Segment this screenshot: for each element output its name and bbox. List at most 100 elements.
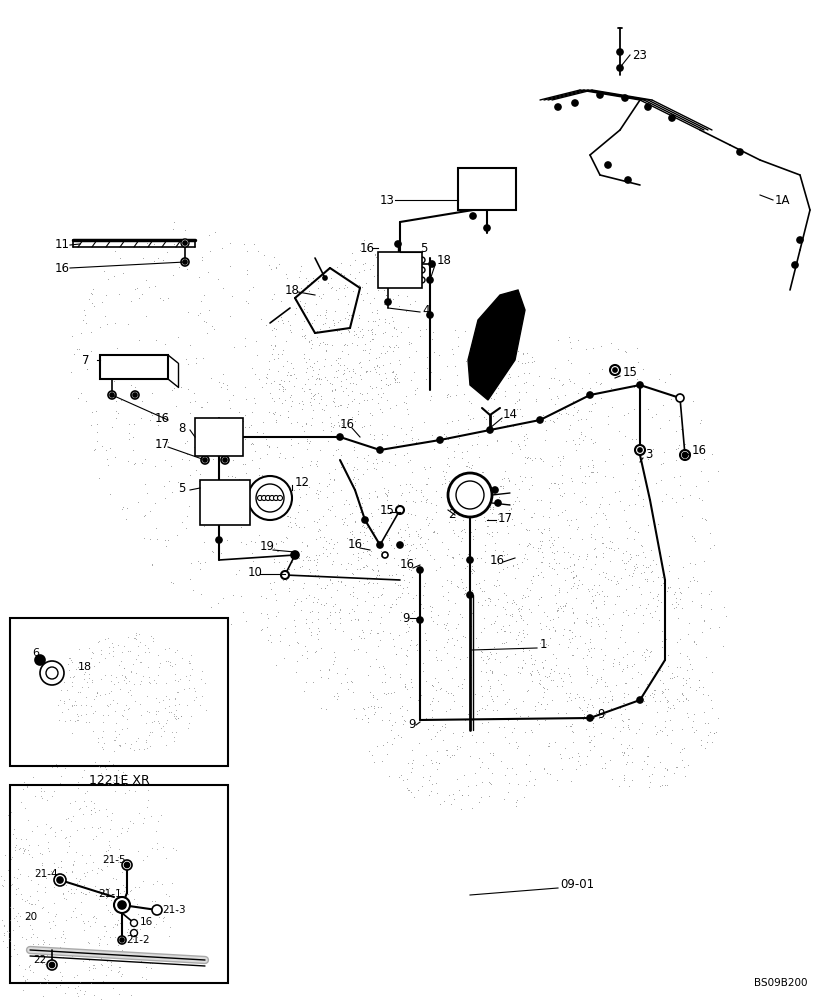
Point (65, 697, 78, 713)
Point (311, 490, 324, 506)
Point (621, 607, 634, 623)
Point (66, 864, 79, 880)
Point (645, 685, 658, 701)
Point (519, 683, 532, 699)
Point (568, 590, 581, 606)
Point (549, 650, 562, 666)
Point (393, 258, 406, 274)
Point (356, 517, 369, 533)
Point (414, 328, 427, 344)
Point (151, 835, 164, 851)
Circle shape (637, 448, 641, 452)
Point (68, 900, 81, 916)
Point (352, 277, 365, 293)
Point (124, 736, 138, 752)
Point (166, 840, 179, 856)
Point (490, 432, 503, 448)
Point (326, 447, 339, 463)
Point (683, 656, 696, 672)
Point (59, 811, 72, 827)
Circle shape (427, 312, 432, 318)
Point (418, 461, 431, 477)
Point (393, 577, 406, 593)
Point (111, 964, 124, 980)
Point (116, 708, 129, 724)
Point (376, 357, 389, 373)
Point (333, 322, 346, 338)
Circle shape (467, 557, 473, 563)
Point (387, 339, 400, 355)
Point (324, 375, 337, 391)
Point (476, 475, 489, 491)
Point (512, 624, 525, 640)
Point (252, 527, 265, 543)
Point (509, 613, 522, 629)
Point (494, 753, 507, 769)
Point (658, 486, 672, 502)
Point (534, 564, 547, 580)
Point (38, 993, 52, 1000)
Point (334, 325, 347, 341)
Point (93, 819, 106, 835)
Point (329, 282, 342, 298)
Point (215, 280, 229, 296)
Point (337, 362, 351, 378)
Point (382, 484, 395, 500)
Point (353, 242, 366, 258)
Point (495, 548, 508, 564)
Point (149, 690, 162, 706)
Point (520, 616, 533, 632)
Point (113, 250, 126, 266)
Point (137, 530, 150, 546)
Point (140, 688, 153, 704)
Point (379, 555, 392, 571)
Point (584, 529, 597, 545)
Point (281, 508, 294, 524)
Point (532, 675, 545, 691)
Point (592, 710, 605, 726)
Point (656, 455, 669, 471)
Point (491, 672, 504, 688)
Point (239, 613, 252, 629)
Point (410, 380, 423, 396)
Point (242, 419, 255, 435)
Point (360, 519, 373, 535)
Point (695, 624, 708, 640)
Point (296, 429, 310, 445)
Point (431, 607, 444, 623)
Point (394, 420, 407, 436)
Point (649, 556, 662, 572)
Point (42, 914, 55, 930)
Point (59, 864, 72, 880)
Point (631, 354, 644, 370)
Point (75, 697, 88, 713)
Point (334, 675, 347, 691)
Point (74, 982, 87, 998)
Point (617, 767, 630, 783)
Point (284, 398, 297, 414)
Point (275, 378, 288, 394)
Point (439, 683, 452, 699)
Point (514, 610, 527, 626)
Point (312, 623, 325, 639)
Point (155, 876, 168, 892)
Point (35, 846, 48, 862)
Point (618, 634, 631, 650)
Point (652, 661, 665, 677)
Point (423, 598, 436, 614)
Point (104, 667, 117, 683)
Point (478, 664, 491, 680)
Circle shape (675, 394, 683, 402)
Circle shape (586, 715, 592, 721)
Point (361, 667, 374, 683)
Point (591, 690, 604, 706)
Point (405, 419, 419, 435)
Point (388, 575, 401, 591)
Point (651, 592, 664, 608)
Point (324, 279, 337, 295)
Point (510, 489, 523, 505)
Point (542, 480, 555, 496)
Point (151, 703, 164, 719)
Point (615, 719, 628, 735)
Point (130, 921, 143, 937)
